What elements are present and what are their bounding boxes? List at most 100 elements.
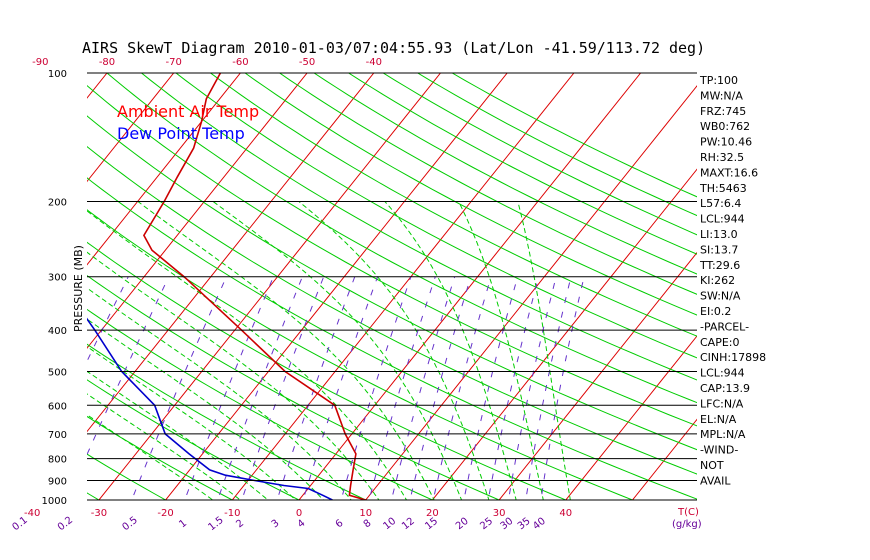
bottom-temp-tick-label: -20 <box>157 508 173 519</box>
mixing-ratio-tick-label: 12 <box>400 516 417 533</box>
pressure-tick-label: 600 <box>48 401 67 412</box>
dry-adiabat-line <box>87 379 301 500</box>
dry-adiabat-line <box>313 73 697 275</box>
pressure-tick-label: 400 <box>48 326 67 337</box>
index-entry: TH:5463 <box>699 182 747 195</box>
isotherm-line <box>87 73 241 266</box>
legend-item: Dew Point Temp <box>117 124 245 143</box>
mixing-ratio-tick-label: 40 <box>531 516 548 533</box>
moist-adiabat-line <box>87 370 269 500</box>
index-entry: TP:100 <box>699 74 738 87</box>
series-line <box>142 73 366 500</box>
isotherm-line <box>87 73 308 349</box>
isobars <box>87 72 697 501</box>
legend: Ambient Air Temp Dew Point Temp <box>117 102 259 143</box>
index-entry: LFC:N/A <box>700 397 744 410</box>
top-temp-tick-label: -70 <box>166 57 182 68</box>
index-entry: CAP:13.9 <box>700 382 750 395</box>
top-temp-tick-label: -60 <box>232 57 248 68</box>
bottom-temp-tick-label: 0 <box>296 508 302 519</box>
pressure-tick-labels: 100 200 300 400 500 600 700 800 900 1000 <box>42 69 67 507</box>
pressure-tick-label: 100 <box>48 69 67 80</box>
mixing-ratio-tick-label: 1.5 <box>206 515 225 533</box>
dry-adiabat-line <box>451 73 697 198</box>
mixing-ratio-tick-label: 20 <box>454 516 471 533</box>
dry-adiabat-line <box>382 73 697 236</box>
moist-adiabat-line <box>298 201 490 500</box>
index-entry: EL:N/A <box>700 413 737 426</box>
moist-adiabat-line <box>87 251 380 500</box>
index-entry: RH:32.5 <box>700 151 744 164</box>
index-entry: NOT <box>700 459 724 472</box>
index-entry: -WIND- <box>700 444 738 457</box>
mixing-ratio-line <box>507 276 557 500</box>
index-entry: SI:13.7 <box>700 243 738 256</box>
mixing-ratio-tick-label: 3 <box>270 518 282 531</box>
pressure-tick-label: 900 <box>48 477 67 488</box>
bottom-temp-tick-label: -30 <box>91 508 107 519</box>
top-temp-tick-labels: -120-110-100-90-80-70-60-50-40 <box>32 57 382 68</box>
index-entry: PW:10.46 <box>700 136 752 149</box>
mixing-ratio-tick-label: 2 <box>234 518 246 531</box>
dry-adiabat-line <box>141 73 697 381</box>
mixing-ratio-line <box>87 276 170 456</box>
isotherm-line <box>365 85 697 500</box>
pressure-tick-label: 1000 <box>42 496 67 507</box>
series-line <box>87 317 333 500</box>
dry-adiabat-line <box>87 308 434 500</box>
mixing-ratio-line <box>540 276 585 500</box>
bottom-temp-tick-label: 20 <box>426 508 439 519</box>
index-entry: LCL:944 <box>700 367 745 380</box>
moist-adiabat-line <box>87 345 297 500</box>
isotherm-line <box>98 73 441 500</box>
mixing-ratio-line <box>87 276 129 363</box>
index-entry: EI:0.2 <box>700 305 731 318</box>
moist-adiabat-line <box>87 210 408 500</box>
mixing-ratio-line <box>184 276 274 500</box>
index-entry: MPL:N/A <box>700 428 746 441</box>
dry-adiabat-line <box>87 115 697 451</box>
bottom-temp-tick-label: 40 <box>559 508 572 519</box>
index-entry: WB0:762 <box>700 120 750 133</box>
mixing-ratio-line <box>131 276 227 500</box>
index-entry: KI:262 <box>700 274 735 287</box>
isotherm-line <box>87 73 175 183</box>
pressure-tick-label: 200 <box>48 198 67 209</box>
mixing-ratio-lines <box>87 276 585 500</box>
dry-adiabat-line <box>87 146 697 475</box>
dry-adiabat-line <box>348 73 697 255</box>
mixing-ratio-tick-label: 8 <box>362 518 374 531</box>
dry-adiabat-line <box>87 209 634 500</box>
mixing-ratio-tick-label: 6 <box>334 518 346 531</box>
dry-adiabat-line <box>87 177 697 500</box>
index-entry: MAXT:16.6 <box>700 166 758 179</box>
mixing-ratio-tick-label: 0.5 <box>121 515 140 533</box>
dry-adiabats <box>87 73 697 500</box>
isotherm-line <box>631 418 697 500</box>
moist-adiabat-line <box>87 393 242 500</box>
dry-adiabat-line <box>210 73 697 337</box>
profile-series <box>87 73 366 500</box>
temp-axis-label: T(C) <box>677 507 699 518</box>
mixing-ratio-tick-label: 1 <box>177 518 189 531</box>
index-entry: MW:N/A <box>700 89 743 102</box>
pressure-tick-label: 500 <box>48 368 67 379</box>
index-entry: L57:6.4 <box>700 197 741 210</box>
index-entry: TT:29.6 <box>699 259 740 272</box>
mixing-ratio-tick-label: 10 <box>381 516 398 533</box>
dry-adiabat-line <box>244 73 697 316</box>
mixing-axis-label: (g/kg) <box>672 519 702 530</box>
moist-adiabat-line <box>384 201 517 500</box>
dry-adiabat-line <box>106 73 697 404</box>
plot-area <box>87 73 697 500</box>
moist-adiabat-line <box>87 318 325 500</box>
bottom-temp-tick-label: -10 <box>224 508 240 519</box>
dry-adiabat-line <box>87 241 568 500</box>
bottom-temp-tick-label: 30 <box>493 508 506 519</box>
stability-indices: TP:100 MW:N/A FRZ:745 WB0:762 PW:10.46 RH:32.… <box>699 74 766 487</box>
pressure-tick-label: 800 <box>48 455 67 466</box>
isotherm-line <box>565 335 697 500</box>
dry-adiabat-line <box>175 73 697 359</box>
